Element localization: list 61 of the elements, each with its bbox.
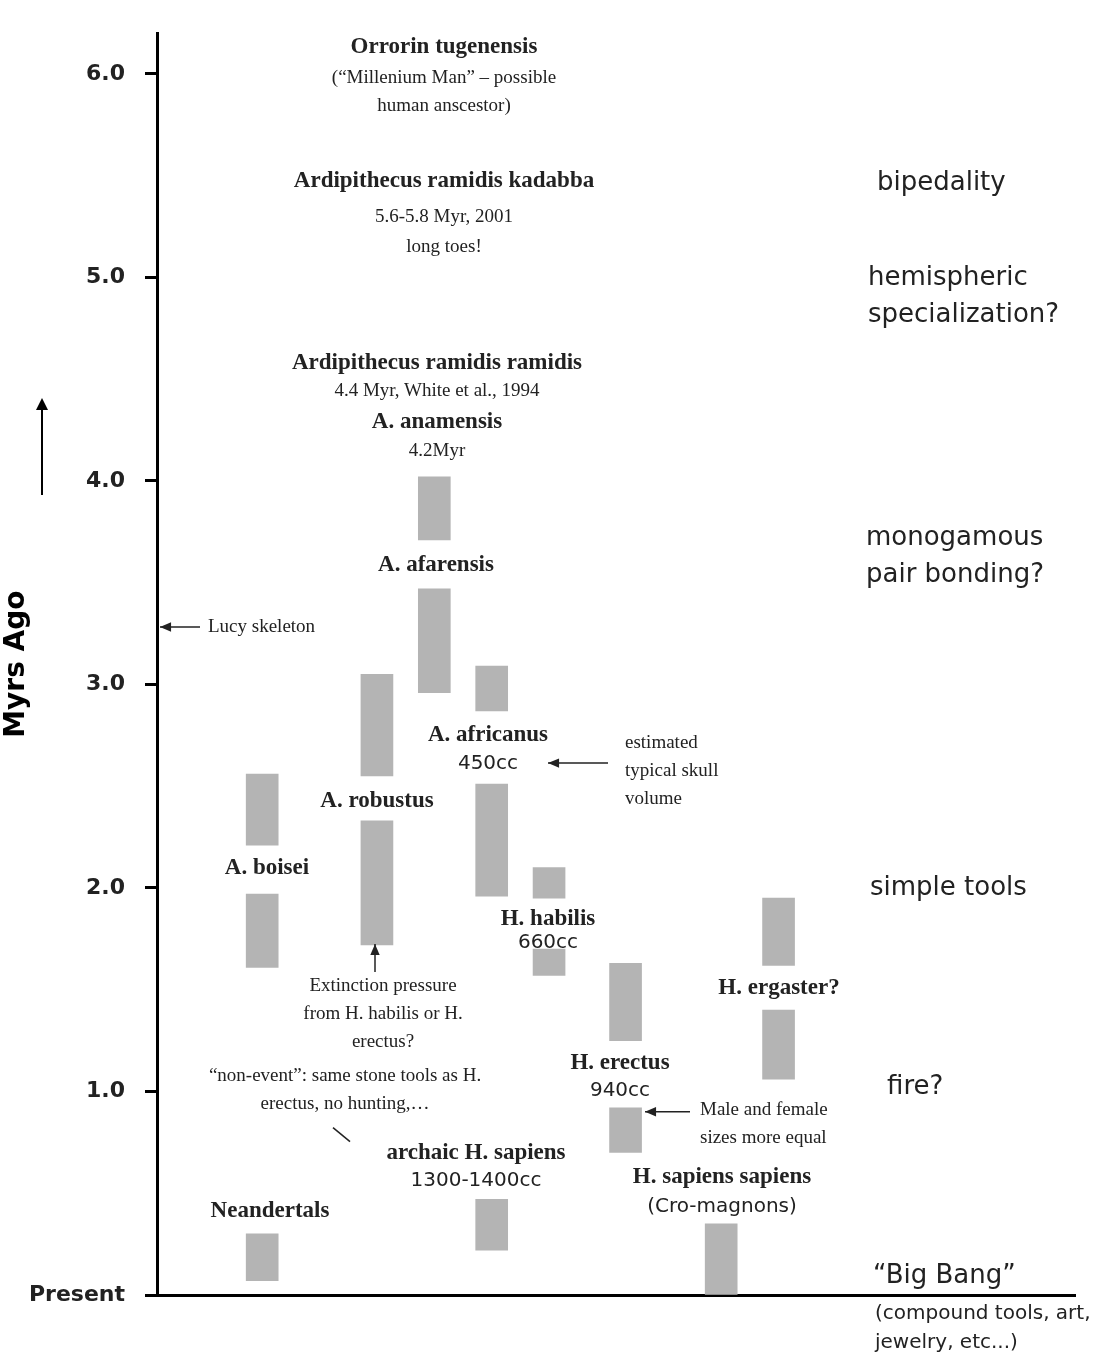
annotation: hemispheric specialization? xyxy=(868,260,1060,328)
text: (compound tools, art, jewelry, etc...) xyxy=(874,1299,1091,1353)
bar xyxy=(475,1199,509,1251)
annotation: simple tools xyxy=(870,871,1027,902)
y-tick-label: 4.0 xyxy=(86,466,125,492)
y-tick-label: 5.0 xyxy=(86,263,125,289)
annotation: Extinction pressure from H. habilis or H. erectus? xyxy=(303,973,463,1051)
annotation: archaic H. sapiens xyxy=(386,1138,566,1164)
annotation: 660cc xyxy=(517,929,579,954)
annotation: Orrorin tugenensis xyxy=(350,32,538,58)
annotation: 4.4 Myr, White et al., 1994 xyxy=(334,379,541,401)
annotation: (“Millenium Man” – possible human anscestor) xyxy=(331,66,557,117)
annotation: 940cc xyxy=(589,1077,651,1102)
annotation: 4.2Myr xyxy=(408,438,466,460)
annotation: 1300-1400cc xyxy=(410,1167,542,1192)
annotation: long toes! xyxy=(406,234,482,256)
annotation: bipedality xyxy=(877,166,1006,197)
annotation: A. afarensis xyxy=(378,550,494,576)
annotation: H. sapiens sapiens xyxy=(632,1162,812,1188)
bar xyxy=(417,476,451,541)
bar xyxy=(245,773,279,846)
bar xyxy=(475,783,509,897)
annotation: A. boisei xyxy=(224,853,310,879)
annotation: monogamous pair bonding? xyxy=(866,521,1045,589)
y-tick-label: 1.0 xyxy=(86,1077,125,1103)
bar xyxy=(532,867,566,899)
bar xyxy=(245,893,279,968)
annotation: A. robustus xyxy=(320,786,434,812)
annotation: “non-event”: same stone tools as H. erectus, no hunting,… xyxy=(208,1063,482,1113)
annotation: H. erectus xyxy=(570,1048,670,1074)
annotation: Lucy skeleton xyxy=(208,615,316,637)
bar xyxy=(762,1009,795,1080)
bar xyxy=(532,948,566,976)
annotation: H. ergaster? xyxy=(718,973,840,999)
annotation: 5.6-5.8 Myr, 2001 xyxy=(374,204,514,226)
annotation: A. africanus xyxy=(427,721,549,747)
bar xyxy=(245,1233,279,1282)
annotation: A. anamensis xyxy=(371,408,503,434)
annotation: estimated typical skull volume xyxy=(625,731,719,809)
bar xyxy=(762,897,795,966)
y-tick-label: Present xyxy=(28,1280,126,1306)
bar xyxy=(417,588,451,693)
y-tick-label: 2.0 xyxy=(86,873,125,899)
bar xyxy=(475,665,509,712)
y-axis-title: Myrs Ago xyxy=(0,590,32,738)
bar xyxy=(360,673,394,777)
annotation: fire? xyxy=(887,1070,944,1101)
bar xyxy=(704,1223,738,1295)
annotation: “Big Bang” xyxy=(873,1259,1016,1290)
bar xyxy=(360,820,394,946)
y-tick-label: 3.0 xyxy=(86,670,125,696)
annotation: H. habilis xyxy=(500,904,596,930)
y-tick-label: 6.0 xyxy=(86,59,125,85)
annotation: Male and female sizes more equal xyxy=(700,1097,828,1147)
annotation: Ardipithecus ramidis ramidis xyxy=(291,348,583,374)
annotation: 450cc xyxy=(457,749,519,774)
bar xyxy=(609,1107,642,1153)
annotation: Neandertals xyxy=(210,1197,330,1223)
annotation: (Cro-magnons) xyxy=(647,1193,797,1218)
bar xyxy=(609,962,642,1041)
annotation: Ardipithecus ramidis kadabba xyxy=(293,167,595,193)
